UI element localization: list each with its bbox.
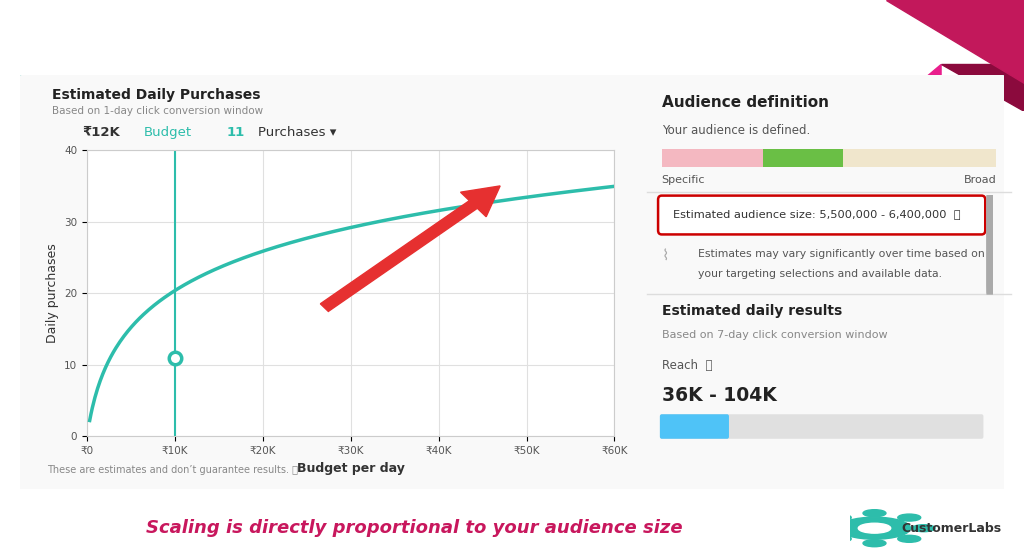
Text: 36K - 104K: 36K - 104K [662,386,776,405]
Polygon shape [886,0,1024,83]
Circle shape [828,535,851,542]
Circle shape [839,517,910,539]
Circle shape [898,514,921,521]
FancyBboxPatch shape [659,414,983,439]
Text: ₹12K: ₹12K [83,126,121,138]
Text: Estimated Daily Purchases: Estimated Daily Purchases [52,88,261,102]
Text: your targeting selections and available data.: your targeting selections and available … [698,269,942,279]
Circle shape [863,540,886,547]
Text: Larger audience size: Larger audience size [370,34,613,54]
Text: Estimated daily results: Estimated daily results [662,304,842,318]
Circle shape [863,510,886,517]
Polygon shape [941,64,1024,111]
FancyBboxPatch shape [659,414,729,439]
Text: Specific: Specific [662,175,706,185]
Circle shape [912,525,935,532]
Text: Estimates may vary significantly over time based on: Estimates may vary significantly over ti… [698,249,985,259]
Text: ⌇: ⌇ [662,249,670,264]
Text: Budget: Budget [144,126,193,138]
Polygon shape [886,64,941,111]
Circle shape [858,523,891,533]
Circle shape [814,525,837,532]
FancyBboxPatch shape [764,148,844,167]
FancyBboxPatch shape [662,148,764,167]
Text: Estimated audience size: 5,500,000 - 6,400,000  ⓘ: Estimated audience size: 5,500,000 - 6,4… [673,209,961,219]
Text: 11: 11 [226,126,245,138]
Text: Based on 7-day click conversion window: Based on 7-day click conversion window [662,330,888,340]
Y-axis label: Daily purchases: Daily purchases [46,244,58,343]
Text: These are estimates and don’t guarantee results. ⓘ: These are estimates and don’t guarantee … [47,465,298,475]
Circle shape [898,535,921,542]
Text: Based on 1-day click conversion window: Based on 1-day click conversion window [52,106,263,116]
FancyBboxPatch shape [15,73,1009,492]
Circle shape [828,514,851,521]
FancyArrow shape [321,186,500,311]
Text: Purchases ▾: Purchases ▾ [258,126,337,138]
Text: Audience definition: Audience definition [662,96,828,111]
Text: Your audience is defined.: Your audience is defined. [662,124,810,137]
FancyBboxPatch shape [658,196,985,235]
Text: Reach  ⓘ: Reach ⓘ [662,359,713,372]
Text: CustomerLabs: CustomerLabs [901,522,1001,535]
FancyBboxPatch shape [986,195,993,295]
X-axis label: Budget per day: Budget per day [297,461,404,475]
Text: Broad: Broad [964,175,996,185]
FancyBboxPatch shape [844,148,996,167]
Text: Scaling is directly proportional to your audience size: Scaling is directly proportional to your… [145,519,682,537]
